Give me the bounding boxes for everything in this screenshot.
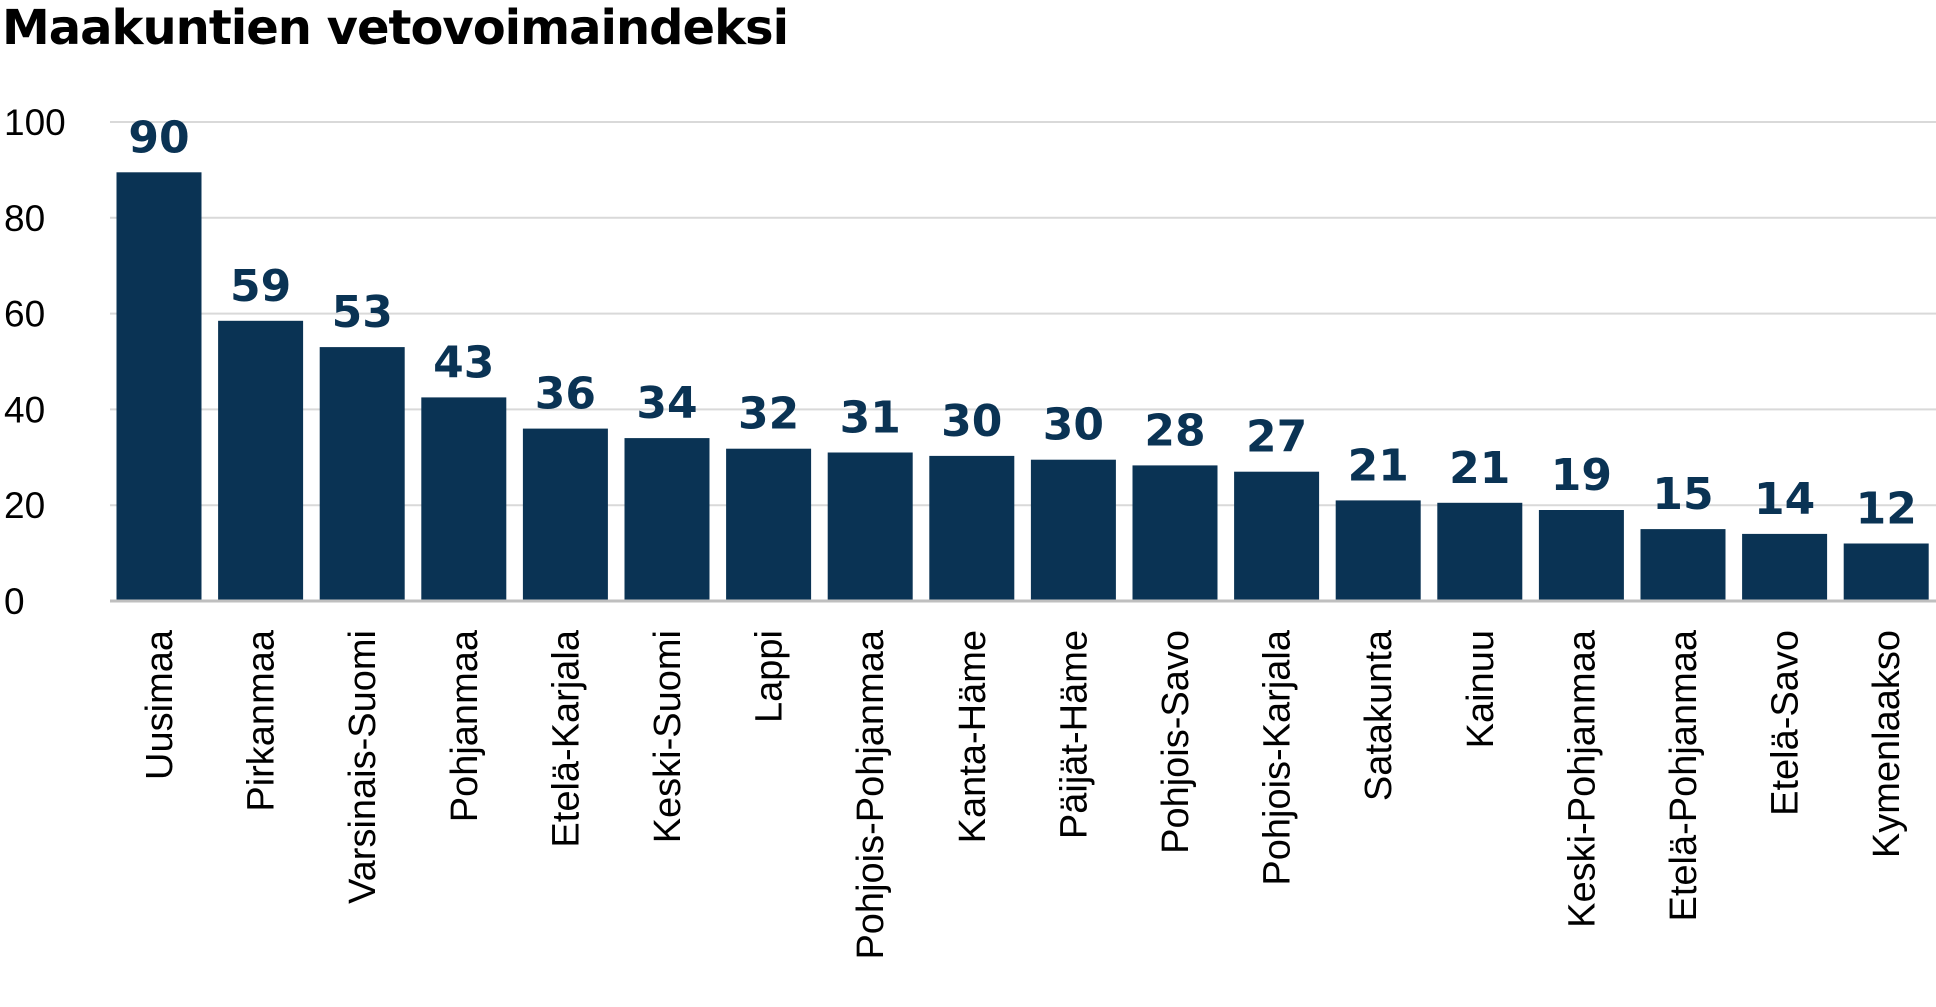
- x-tick-label: Kanta-Häme: [952, 630, 994, 843]
- data-label: 59: [230, 261, 291, 312]
- x-tick-label: Pirkanmaa: [241, 629, 283, 811]
- x-tick-label: Pohjois-Karjala: [1257, 629, 1299, 885]
- y-tick-label: 20: [4, 485, 45, 526]
- y-tick-label: 100: [4, 102, 66, 143]
- bar: [1234, 471, 1320, 601]
- data-label: 12: [1856, 484, 1917, 535]
- x-tick-label: Lappi: [749, 630, 791, 723]
- bar: [116, 172, 202, 602]
- bar: [522, 428, 608, 601]
- bar: [1640, 529, 1726, 601]
- data-label: 34: [636, 378, 697, 429]
- data-label: 27: [1246, 412, 1307, 463]
- bar: [929, 455, 1015, 601]
- x-tick-label: Pohjois-Pohjanmaa: [850, 629, 892, 959]
- bar: [1132, 465, 1218, 601]
- x-tick-label: Pohjois-Savo: [1155, 630, 1197, 854]
- bar: [1335, 500, 1421, 601]
- data-label: 36: [535, 369, 596, 420]
- bar: [726, 448, 812, 601]
- data-label: 15: [1652, 469, 1713, 520]
- bar: [319, 347, 405, 601]
- data-label: 90: [128, 112, 189, 163]
- data-label: 21: [1449, 443, 1510, 494]
- bar: [1843, 543, 1929, 601]
- x-axis-tick-labels: Uusimaa Pirkanmaa Varsinais-Suomi Pohjanmaa…: [139, 629, 1908, 959]
- data-labels: 90 59 53 43 36 34 32 31 30 30 28 27 21 21 19 15 14 12: [128, 112, 1916, 534]
- x-tick-label: Päijät-Häme: [1053, 630, 1095, 839]
- x-tick-label: Uusimaa: [139, 629, 181, 780]
- data-label: 53: [332, 287, 393, 338]
- x-tick-label: Etelä-Savo: [1765, 630, 1807, 816]
- x-tick-label: Satakunta: [1358, 629, 1400, 801]
- bar: [624, 438, 710, 601]
- bar: [1742, 533, 1828, 601]
- chart-title: Maakuntien vetovoimaindeksi: [2, 0, 789, 56]
- data-label: 30: [941, 396, 1002, 447]
- bar: [1538, 510, 1624, 601]
- x-tick-label: Keski-Pohjanmaa: [1561, 629, 1603, 928]
- data-label: 19: [1551, 450, 1612, 501]
- data-label: 14: [1754, 474, 1815, 525]
- gridlines: [110, 121, 1936, 507]
- bar: [1030, 459, 1116, 601]
- y-tick-label: 80: [4, 198, 45, 239]
- data-label: 43: [433, 337, 494, 388]
- bar: [421, 397, 507, 601]
- data-label: 32: [738, 389, 799, 440]
- x-tick-label: Kymenlaakso: [1866, 630, 1908, 858]
- bar: [218, 320, 304, 601]
- bar: [1437, 502, 1523, 601]
- x-tick-label: Etelä-Karjala: [545, 629, 587, 847]
- data-label: 28: [1144, 405, 1205, 456]
- data-label: 31: [840, 393, 901, 444]
- x-tick-label: Varsinais-Suomi: [342, 630, 384, 904]
- x-tick-label: Keski-Suomi: [647, 630, 689, 843]
- bars: [116, 172, 1929, 602]
- y-tick-label: 0: [4, 581, 25, 622]
- data-label: 30: [1043, 400, 1104, 451]
- x-tick-label: Pohjanmaa: [444, 629, 486, 822]
- data-label: 21: [1348, 440, 1409, 491]
- y-tick-label: 60: [4, 294, 45, 335]
- x-tick-label: Etelä-Pohjanmaa: [1663, 629, 1705, 921]
- bar: [827, 452, 913, 601]
- y-tick-label: 40: [4, 389, 45, 430]
- y-axis-tick-labels: 0 20 40 60 80 100: [4, 102, 66, 622]
- x-tick-label: Kainuu: [1460, 630, 1502, 748]
